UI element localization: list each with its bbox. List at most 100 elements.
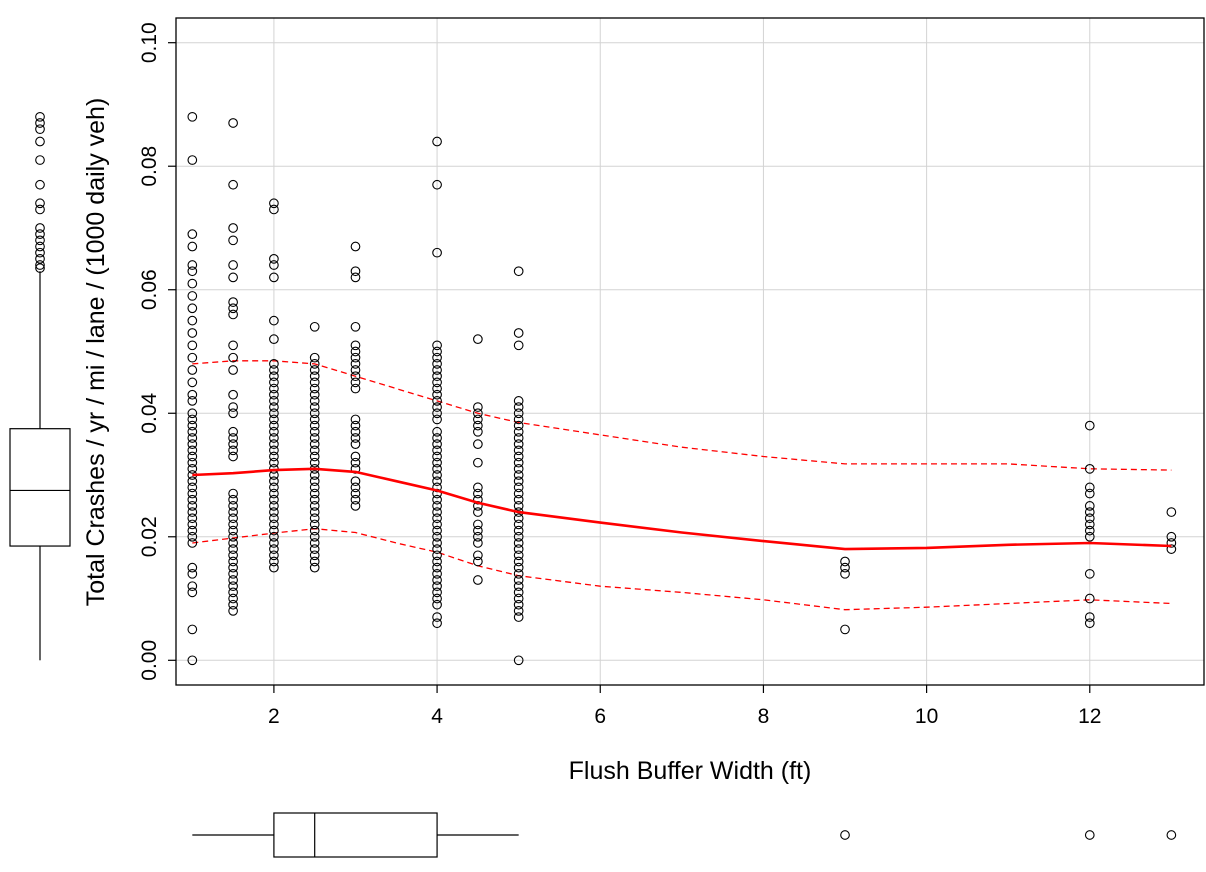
- data-point: [228, 389, 238, 400]
- data-point: [187, 340, 198, 351]
- y-marginal-boxplot: [9, 111, 71, 661]
- data-point: [309, 359, 320, 369]
- data-point: [1084, 593, 1095, 604]
- data-point: [432, 544, 442, 554]
- data-point: [473, 525, 483, 536]
- data-point: [187, 587, 198, 598]
- data-point: [228, 451, 238, 462]
- data-point: [473, 482, 483, 493]
- data-point: [269, 254, 279, 264]
- data-point: [432, 501, 442, 511]
- data-point: [473, 550, 483, 561]
- data-point: [432, 365, 442, 375]
- data-point: [228, 352, 238, 363]
- x-tick-label: 10: [915, 705, 938, 728]
- data-point: [228, 439, 238, 449]
- data-point: [269, 272, 279, 283]
- data-point: [1084, 513, 1095, 524]
- data-point: [228, 587, 238, 598]
- data-point: [187, 315, 198, 326]
- data-point: [309, 352, 320, 363]
- x-tick-label: 2: [268, 705, 280, 728]
- points-layer: [187, 111, 1177, 666]
- data-point: [513, 655, 524, 666]
- data-point: [269, 433, 279, 443]
- data-point: [473, 538, 483, 548]
- data-point: [473, 420, 483, 431]
- data-point: [269, 377, 279, 388]
- data-point: [432, 451, 442, 462]
- data-point: [1084, 501, 1095, 511]
- data-point: [187, 451, 198, 462]
- data-point: [432, 457, 442, 468]
- data-point: [187, 525, 198, 536]
- data-point: [350, 340, 361, 351]
- data-point: [432, 476, 442, 487]
- data-point: [309, 389, 320, 400]
- data-point: [1166, 507, 1177, 517]
- data-point: [187, 655, 198, 666]
- y-box-outlier: [35, 254, 45, 264]
- data-point: [513, 476, 524, 487]
- data-point: [309, 476, 320, 487]
- data-point: [187, 581, 198, 592]
- data-point: [432, 568, 442, 579]
- data-point: [269, 396, 279, 406]
- data-point: [432, 136, 442, 147]
- data-point: [513, 556, 524, 567]
- data-point: [1084, 568, 1095, 579]
- data-point: [432, 377, 442, 388]
- data-point: [228, 494, 238, 505]
- data-point: [309, 562, 320, 573]
- x-tick-label: 12: [1078, 705, 1101, 728]
- data-point: [269, 334, 279, 344]
- data-point: [432, 612, 442, 622]
- data-point: [432, 359, 442, 369]
- data-point: [187, 538, 198, 548]
- data-point: [513, 433, 524, 443]
- data-point: [309, 494, 320, 505]
- data-point: [187, 463, 198, 474]
- data-point: [187, 278, 198, 289]
- data-point: [513, 538, 524, 548]
- y-box-outlier: [35, 198, 45, 209]
- data-point: [432, 593, 442, 604]
- data-point: [269, 457, 279, 468]
- data-point: [269, 414, 279, 425]
- data-point: [228, 433, 238, 443]
- data-point: [513, 587, 524, 598]
- data-point: [432, 507, 442, 517]
- data-point: [269, 426, 279, 437]
- data-point: [187, 482, 198, 493]
- data-point: [513, 445, 524, 456]
- data-point: [269, 501, 279, 511]
- data-point: [473, 439, 483, 449]
- data-point: [269, 482, 279, 493]
- data-point: [473, 531, 483, 542]
- data-point: [350, 451, 361, 462]
- x-tick-label: 8: [758, 705, 770, 728]
- data-point: [228, 531, 238, 542]
- y-box-outlier: [35, 260, 45, 270]
- data-point: [309, 371, 320, 382]
- data-point: [513, 501, 524, 511]
- data-point: [350, 272, 361, 283]
- data-point: [432, 587, 442, 598]
- data-point: [309, 538, 320, 548]
- y-tick-label: 0.06: [138, 269, 161, 310]
- y-ticks: 0.00 0.02 0.04 0.06 0.08 0.10: [138, 22, 176, 681]
- data-point: [269, 420, 279, 431]
- data-point: [269, 383, 279, 394]
- data-point: [473, 402, 483, 412]
- data-point: [187, 519, 198, 530]
- data-point: [432, 179, 442, 190]
- data-point: [473, 575, 483, 585]
- data-point: [309, 402, 320, 412]
- data-point: [473, 334, 483, 344]
- data-point: [513, 550, 524, 561]
- data-point: [187, 303, 198, 314]
- data-point: [187, 426, 198, 437]
- x-axis-title: Flush Buffer Width (ft): [569, 757, 812, 785]
- confidence-band-layer: [192, 360, 1172, 611]
